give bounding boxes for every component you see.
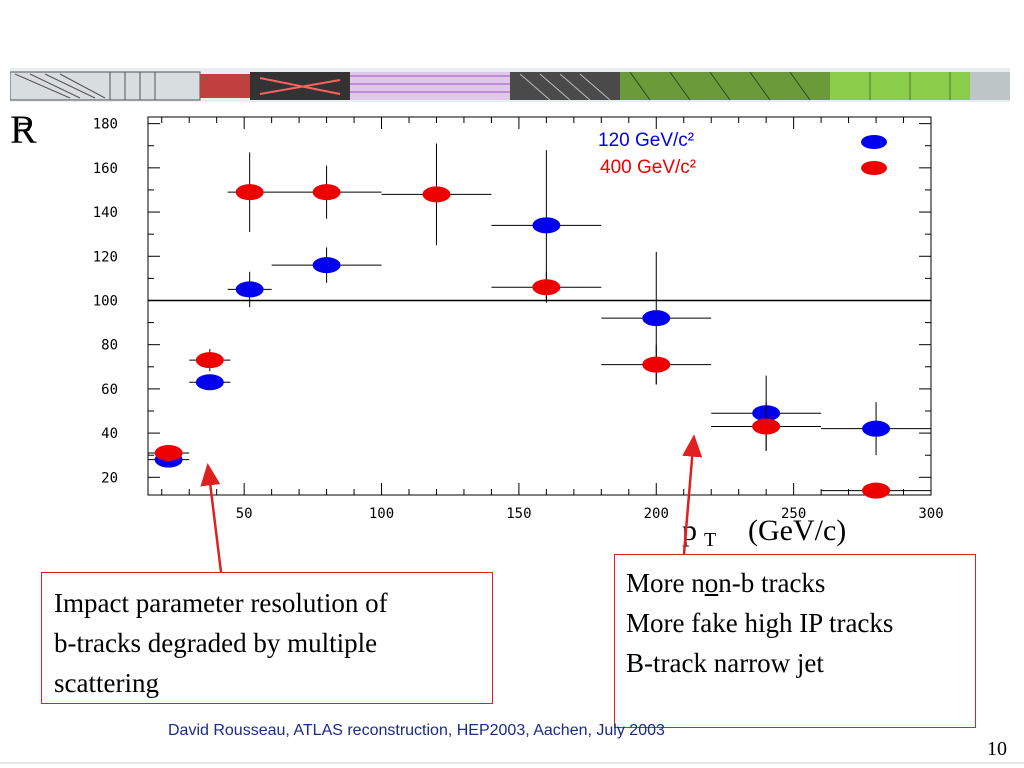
- callout-left-arrow: [200, 462, 223, 573]
- data-point-120: [862, 420, 891, 437]
- data-point-400: [154, 445, 183, 461]
- footer-credit: David Rousseau, ATLAS reconstruction, HE…: [168, 722, 665, 739]
- y-tick-label: 100: [93, 293, 118, 309]
- y-tick-label: 40: [101, 426, 118, 442]
- data-point-400: [752, 418, 781, 435]
- legend-marker-400: [861, 161, 887, 175]
- x-axis-label-subscript: T: [704, 529, 716, 551]
- x-tick-label: 150: [506, 506, 531, 522]
- data-point-120: [195, 374, 224, 391]
- data-point-400: [862, 482, 891, 499]
- page-number: 10: [987, 738, 1007, 760]
- y-axis-label: R: [10, 107, 37, 152]
- data-point-400: [312, 184, 341, 201]
- data-point-400: [532, 279, 561, 296]
- legend-label-120: 120 GeV/c²: [598, 130, 694, 151]
- data-point-400: [422, 186, 451, 203]
- data-point-120: [642, 310, 671, 327]
- data-point-120: [235, 281, 264, 298]
- x-tick-label: 200: [644, 506, 669, 522]
- bottom-divider: [0, 762, 1024, 764]
- callout-right-line-1: More non-b tracks: [626, 568, 826, 598]
- plot-frame: [147, 116, 932, 496]
- data-point-400: [642, 356, 671, 373]
- callout-left-line-2: b-tracks degraded by multiple: [54, 628, 378, 658]
- y-tick-label: 160: [93, 161, 118, 177]
- y-tick-label: 60: [101, 382, 118, 398]
- callout-left-line-3: scattering: [54, 668, 159, 698]
- x-tick-label: 300: [918, 506, 943, 522]
- y-tick-label: 20: [101, 470, 118, 486]
- data-point-120: [312, 257, 341, 274]
- data-point-400: [195, 352, 224, 369]
- callout-right-line-2: More fake high IP tracks: [626, 608, 894, 638]
- callout-right-arrow: [682, 434, 703, 555]
- y-tick-label: 140: [93, 205, 118, 221]
- callout-non-b-tracks: More non-b tracks More fake high IP trac…: [614, 554, 976, 728]
- detector-banner-image: [10, 68, 1010, 102]
- callout-right-line-3: B-track narrow jet: [626, 648, 824, 678]
- x-axis-label-unit: (GeV/c): [748, 514, 846, 547]
- callout-impact-parameter: Impact parameter resolution of b-tracks …: [41, 572, 493, 704]
- y-tick-label: 80: [101, 338, 118, 354]
- data-point-120: [532, 217, 561, 234]
- data-point-400: [235, 184, 264, 201]
- legend: 120 GeV/c² 400 GeV/c²: [598, 130, 887, 178]
- y-tick-label: 120: [93, 249, 118, 265]
- y-axis-label-subscript: u: [10, 121, 36, 133]
- legend-label-400: 400 GeV/c²: [600, 157, 696, 178]
- x-tick-label: 250: [781, 506, 806, 522]
- x-tick-label: 100: [369, 506, 394, 522]
- x-tick-label: 50: [236, 506, 253, 522]
- callout-left-line-1: Impact parameter resolution of: [54, 588, 388, 618]
- y-tick-label: 180: [93, 117, 118, 133]
- legend-marker-120: [861, 135, 887, 149]
